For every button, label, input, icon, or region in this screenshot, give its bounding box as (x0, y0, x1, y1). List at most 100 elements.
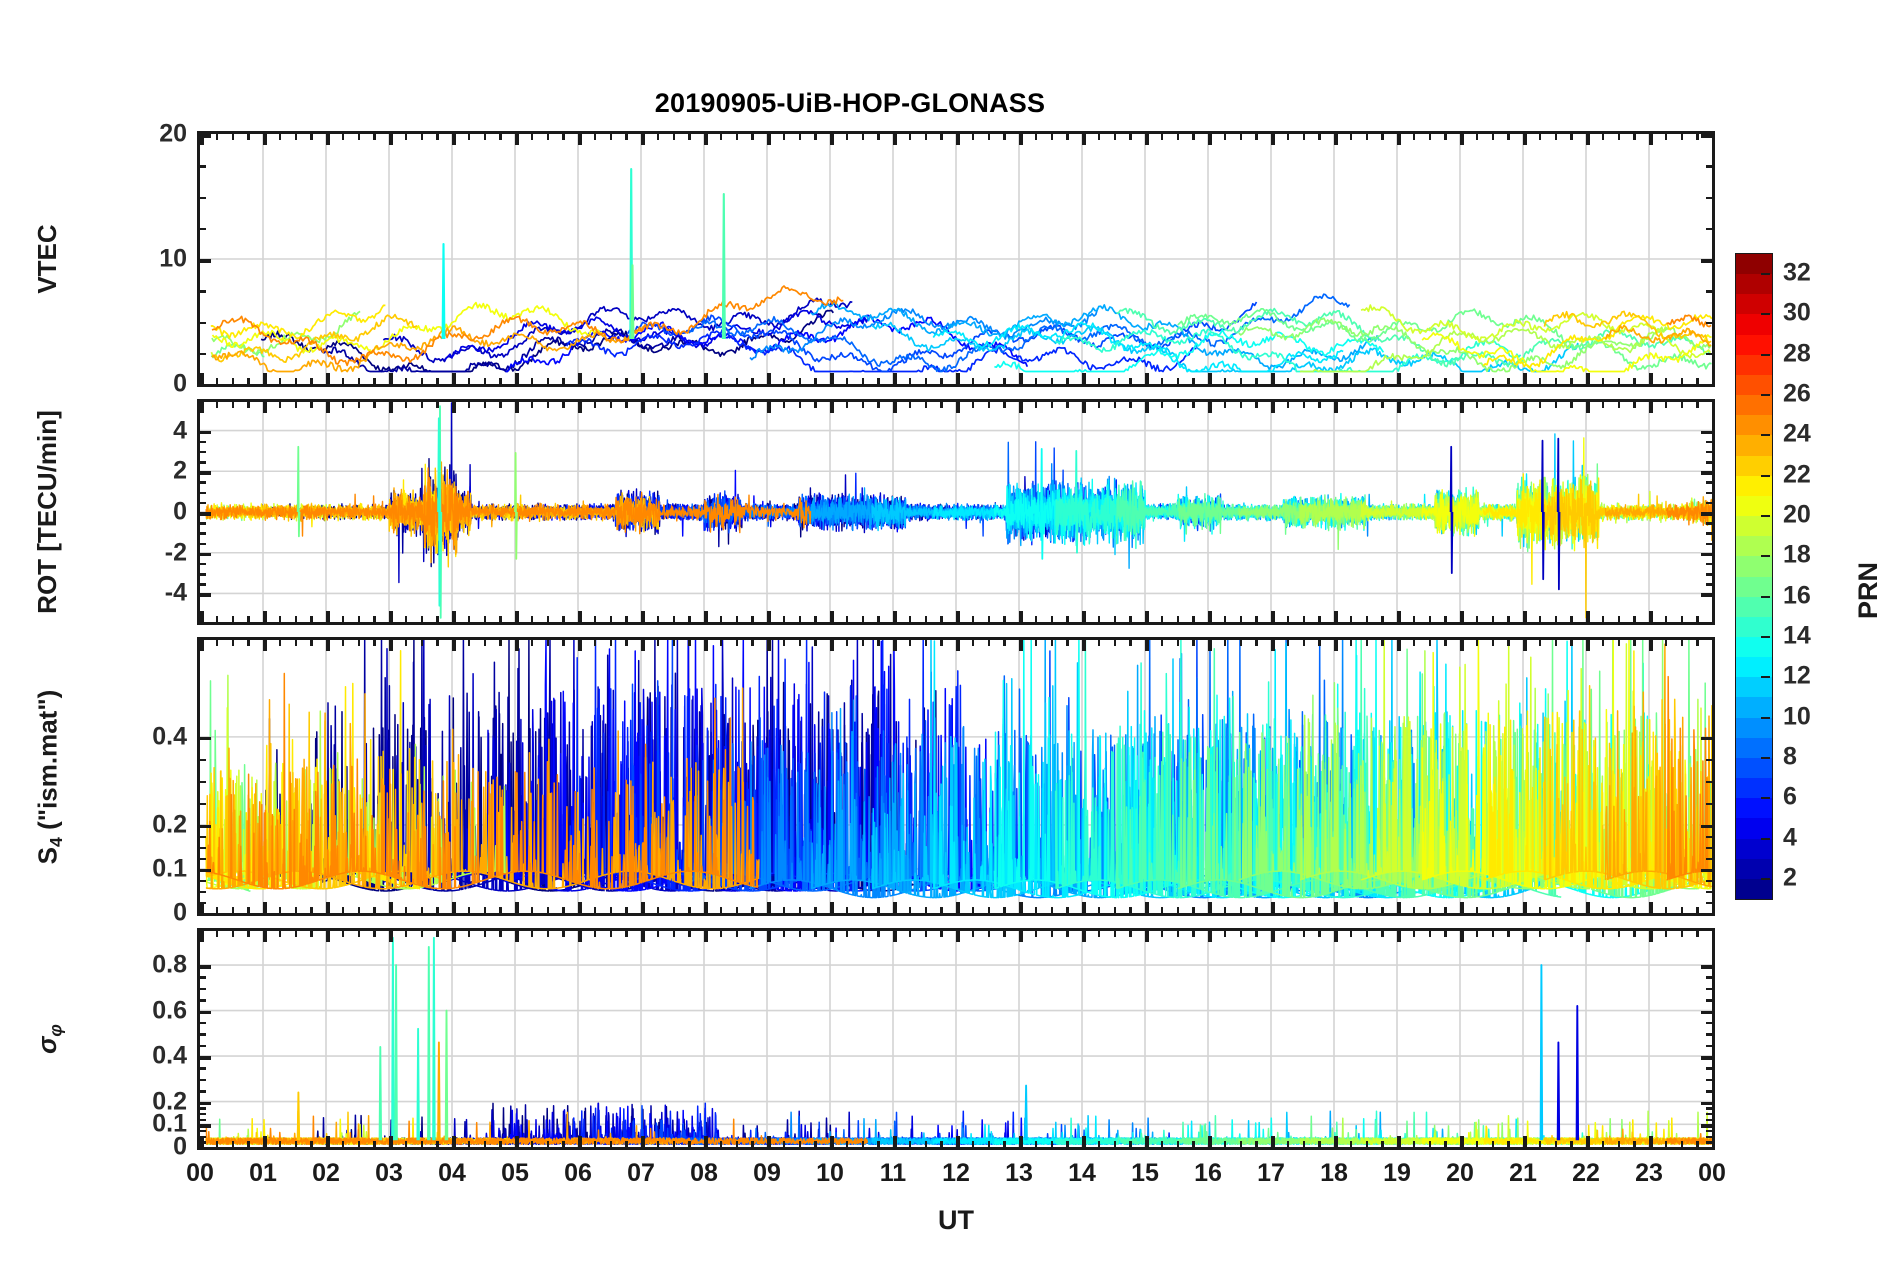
x-tick-label-8: 08 (690, 1159, 718, 1187)
x-tick-label-14: 14 (1068, 1159, 1096, 1187)
colorbar-segment (1736, 475, 1772, 496)
colorbar-segment (1736, 495, 1772, 517)
colorbar-segment (1736, 596, 1772, 617)
colorbar-tick (1761, 635, 1770, 638)
colorbar-segment (1736, 818, 1772, 839)
colorbar-tick-label: 8 (1783, 742, 1797, 771)
x-tick-label-5: 05 (501, 1159, 529, 1187)
y-axis-title-vtec: VTEC (32, 224, 62, 294)
x-tick-label-15: 15 (1131, 1159, 1159, 1187)
y-tick-label-vtec: 20 (159, 119, 187, 148)
y-tick-label-sigmaphi: 0.1 (152, 1109, 187, 1138)
prn-colorbar-title: PRN (1853, 561, 1884, 620)
y-tick-label-vtec: 10 (159, 244, 187, 273)
y-tick-label-sigmaphi: 0 (173, 1132, 187, 1161)
colorbar-tick (1761, 474, 1770, 477)
y-tick-label-s4: 0.2 (152, 810, 187, 839)
x-tick-label-19: 19 (1383, 1159, 1411, 1187)
colorbar-segment (1736, 657, 1772, 678)
x-tick-label-3: 03 (375, 1159, 403, 1187)
x-tick-label-11: 11 (879, 1159, 907, 1187)
x-tick-label-13: 13 (1005, 1159, 1033, 1187)
colorbar-segment (1736, 636, 1772, 658)
colorbar-tick (1761, 394, 1770, 397)
plot-area-rot (200, 402, 1712, 622)
colorbar-segment (1736, 354, 1772, 375)
x-tick-label-23: 23 (1635, 1159, 1663, 1187)
y-tick-label-vtec: 0 (173, 369, 187, 398)
panel-rot (197, 399, 1715, 625)
colorbar-tick (1761, 676, 1770, 679)
colorbar-tick-label: 10 (1783, 702, 1811, 731)
plot-area-sigmaphi (200, 931, 1712, 1147)
y-axis-title-s4: S4 ("ism.mat") (32, 689, 66, 864)
y-tick-label-rot: 4 (173, 416, 187, 445)
y-tick-label-sigmaphi: 0.2 (152, 1087, 187, 1116)
colorbar-tick-label: 14 (1783, 621, 1811, 650)
colorbar-tick-label: 6 (1783, 782, 1797, 811)
x-tick-label-24: 00 (1698, 1159, 1726, 1187)
x-tick-label-1: 01 (249, 1159, 277, 1187)
y-tick-label-s4: 0.1 (152, 854, 187, 883)
colorbar-tick (1761, 273, 1770, 276)
colorbar-tick (1761, 353, 1770, 356)
colorbar-segment (1736, 778, 1772, 799)
colorbar-segment (1736, 294, 1772, 315)
y-tick-label-sigmaphi: 0.8 (152, 950, 187, 979)
y-tick-label-rot: -4 (164, 578, 187, 607)
x-tick-label-18: 18 (1320, 1159, 1348, 1187)
x-tick-label-2: 02 (312, 1159, 340, 1187)
colorbar-tick-label: 4 (1783, 823, 1797, 852)
colorbar-segment (1736, 757, 1772, 779)
y-tick-label-rot: 2 (173, 456, 187, 485)
y-tick-label-sigmaphi: 0.4 (152, 1041, 187, 1070)
colorbar-tick-label: 12 (1783, 661, 1811, 690)
panel-vtec (197, 131, 1715, 387)
colorbar-segment (1736, 838, 1772, 859)
colorbar-segment (1736, 536, 1772, 557)
colorbar-tick-label: 18 (1783, 540, 1811, 569)
colorbar-tick (1761, 515, 1770, 518)
colorbar-segment (1736, 677, 1772, 698)
figure-title: 20190905-UiB-HOP-GLONASS (654, 88, 1046, 118)
colorbar-tick-label: 20 (1783, 500, 1811, 529)
x-tick-label-17: 17 (1257, 1159, 1285, 1187)
colorbar-tick (1761, 313, 1770, 316)
x-tick-label-0: 00 (186, 1159, 214, 1187)
colorbar-segment (1736, 374, 1772, 396)
plot-area-vtec (200, 134, 1712, 384)
colorbar-segment (1736, 616, 1772, 637)
colorbar-tick (1761, 877, 1770, 880)
x-tick-label-16: 16 (1194, 1159, 1222, 1187)
x-tick-label-20: 20 (1446, 1159, 1474, 1187)
colorbar-tick-label: 30 (1783, 298, 1811, 327)
colorbar-tick (1761, 756, 1770, 759)
y-tick-label-s4: 0 (173, 898, 187, 927)
colorbar-tick-label: 2 (1783, 863, 1797, 892)
colorbar-segment (1736, 858, 1772, 879)
x-tick-label-6: 06 (564, 1159, 592, 1187)
colorbar-segment (1736, 556, 1772, 577)
y-tick-label-s4: 0.4 (152, 722, 187, 751)
y-axis-title-sigma-phi: σφ (32, 1024, 66, 1054)
colorbar-segment (1736, 798, 1772, 819)
x-tick-label-7: 07 (627, 1159, 655, 1187)
colorbar-segment (1736, 717, 1772, 738)
y-tick-label-sigmaphi: 0.6 (152, 996, 187, 1025)
colorbar-segment (1736, 697, 1772, 718)
y-tick-label-rot: -2 (164, 538, 187, 567)
colorbar-tick (1761, 434, 1770, 437)
x-tick-label-21: 21 (1509, 1159, 1537, 1187)
colorbar-segment (1736, 576, 1772, 597)
colorbar-segment (1736, 455, 1772, 476)
colorbar-tick (1761, 555, 1770, 558)
colorbar-tick-label: 22 (1783, 460, 1811, 489)
colorbar-tick (1761, 716, 1770, 719)
x-tick-label-12: 12 (942, 1159, 970, 1187)
colorbar-segment (1736, 878, 1772, 899)
colorbar-segment (1736, 254, 1772, 275)
colorbar-tick-label: 26 (1783, 379, 1811, 408)
colorbar-segment (1736, 395, 1772, 416)
x-tick-label-9: 09 (753, 1159, 781, 1187)
